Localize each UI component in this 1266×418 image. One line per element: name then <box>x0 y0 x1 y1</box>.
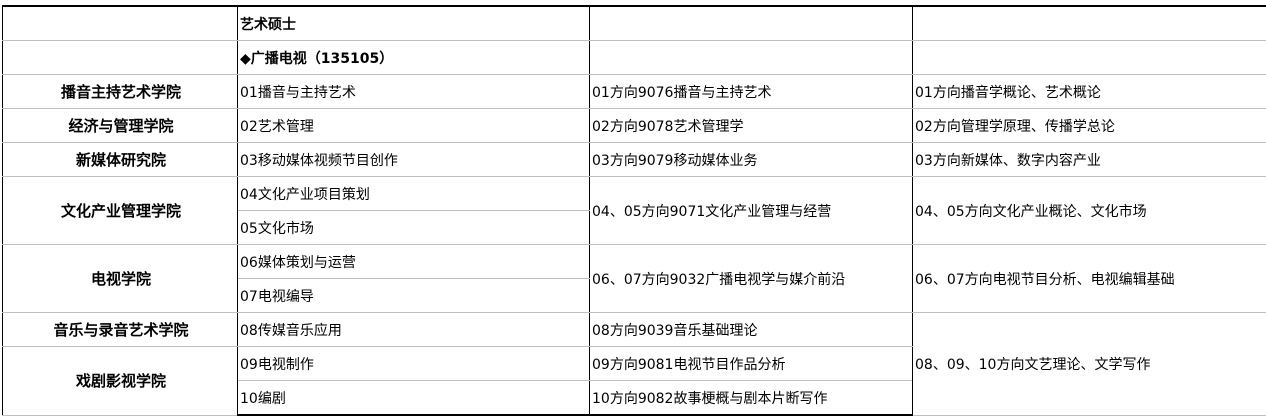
empty-cell <box>912 5 1266 41</box>
exam-cell: 03方向新媒体、数字内容产业 <box>912 142 1266 177</box>
direction-cell: 07电视编导 <box>237 278 590 313</box>
empty-cell <box>912 40 1266 75</box>
exam-cell: 06、07方向电视节目分析、电视编辑基础 <box>912 244 1266 313</box>
college-cell: 新媒体研究院 <box>2 142 238 177</box>
table-row: 播音主持艺术学院 01播音与主持艺术 01方向9076播音与主持艺术 01方向播… <box>2 74 1266 109</box>
direction-cell: 02艺术管理 <box>237 108 590 143</box>
table-row: 电视学院 06媒体策划与运营 06、07方向9032广播电视学与媒介前沿 06、… <box>2 244 1266 313</box>
program-table: 艺术硕士 ◆广播电视（135105） 播音主持艺术学院 01播音与主持艺术 01… <box>2 5 1266 416</box>
table-row: 新媒体研究院 03移动媒体视频节目创作 03方向9079移动媒体业务 03方向新… <box>2 142 1266 177</box>
direction-cell: 01播音与主持艺术 <box>237 74 590 109</box>
exam-cell: 03方向9079移动媒体业务 <box>589 142 913 177</box>
empty-cell <box>589 40 913 75</box>
major-heading: ◆广播电视（135105） <box>237 40 590 75</box>
exam-cell: 01方向9076播音与主持艺术 <box>589 74 913 109</box>
table-row: 经济与管理学院 02艺术管理 02方向9078艺术管理学 02方向管理学原理、传… <box>2 108 1266 143</box>
college-cell: 戏剧影视学院 <box>2 346 238 416</box>
table-row: 07电视编导 <box>3 278 1266 313</box>
exam-cell: 10方向9082故事梗概与剧本片断写作 <box>589 380 913 416</box>
exam-cell: 08、09、10方向文艺理论、文学写作 <box>912 312 1266 416</box>
degree-heading: 艺术硕士 <box>237 5 590 41</box>
table-row: 05文化市场 <box>3 210 1266 245</box>
table-row: 10编剧 10方向9082故事梗概与剧本片断写作 <box>3 380 1266 416</box>
college-cell: 文化产业管理学院 <box>2 176 238 245</box>
direction-cell: 09电视制作 <box>237 346 590 381</box>
direction-cell: 10编剧 <box>237 380 590 416</box>
direction-cell: 04文化产业项目策划 <box>237 176 590 211</box>
college-cell: 音乐与录音艺术学院 <box>2 312 238 347</box>
exam-cell: 02方向9078艺术管理学 <box>589 108 913 143</box>
empty-cell <box>589 5 913 41</box>
direction-cell: 06媒体策划与运营 <box>237 244 590 279</box>
exam-cell: 02方向管理学原理、传播学总论 <box>912 108 1266 143</box>
direction-cell: 08传媒音乐应用 <box>237 312 590 347</box>
exam-cell: 04、05方向9071文化产业管理与经营 <box>589 176 913 245</box>
exam-cell: 04、05方向文化产业概论、文化市场 <box>912 176 1266 245</box>
exam-cell: 09方向9081电视节目作品分析 <box>589 346 913 381</box>
empty-cell <box>2 5 238 41</box>
exam-cell: 06、07方向9032广播电视学与媒介前沿 <box>589 244 913 313</box>
college-cell: 播音主持艺术学院 <box>2 74 238 109</box>
exam-cell: 01方向播音学概论、艺术概论 <box>912 74 1266 109</box>
college-cell: 经济与管理学院 <box>2 108 238 143</box>
table-row: ◆广播电视（135105） <box>2 40 1266 75</box>
exam-cell: 08方向9039音乐基础理论 <box>589 312 913 347</box>
table-row: 音乐与录音艺术学院 08传媒音乐应用 08方向9039音乐基础理论 08、09、… <box>2 312 1266 416</box>
college-cell: 电视学院 <box>2 244 238 313</box>
direction-cell: 05文化市场 <box>237 210 590 245</box>
table-row: 文化产业管理学院 04文化产业项目策划 04、05方向9071文化产业管理与经营… <box>2 176 1266 245</box>
table-row: 艺术硕士 <box>2 5 1266 41</box>
empty-cell <box>2 40 238 75</box>
direction-cell: 03移动媒体视频节目创作 <box>237 142 590 177</box>
